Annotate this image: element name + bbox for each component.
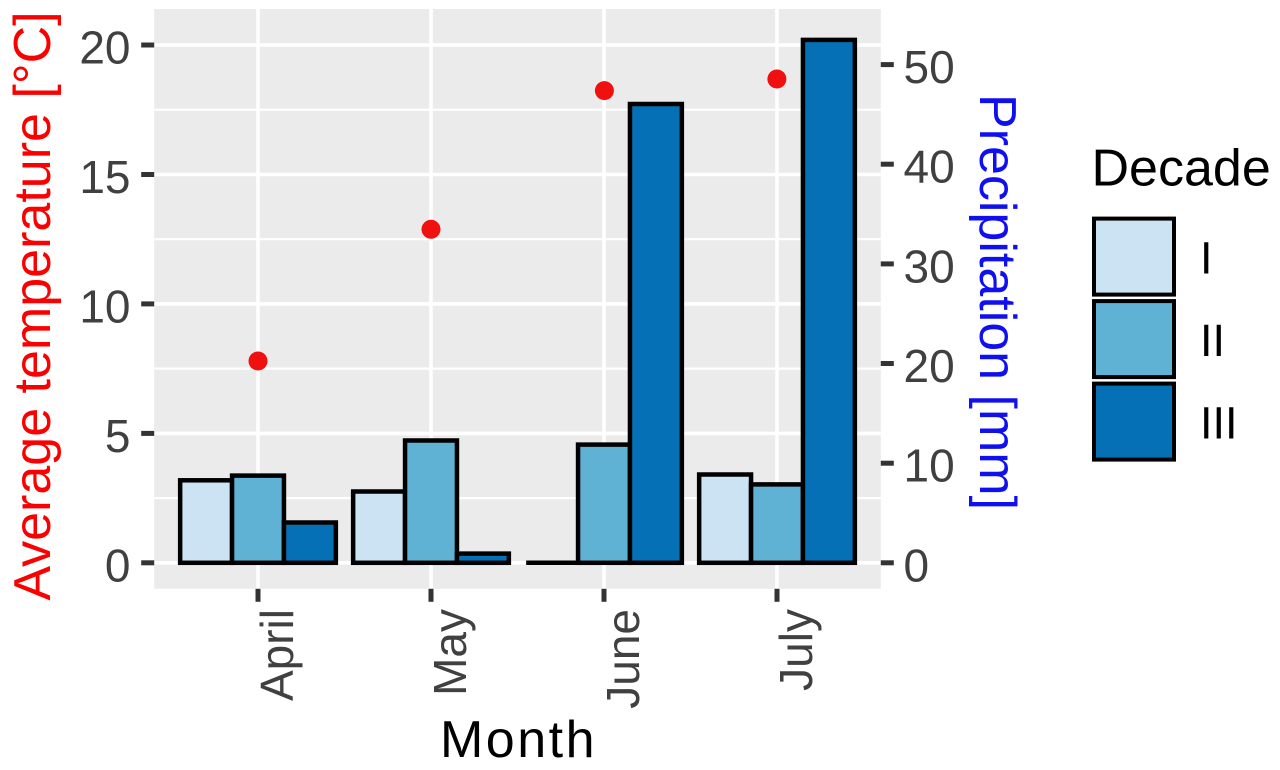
svg-text:5: 5 <box>105 410 131 462</box>
svg-text:III: III <box>1200 397 1238 448</box>
svg-text:10: 10 <box>904 440 955 492</box>
svg-text:June: June <box>597 609 649 709</box>
svg-text:50: 50 <box>904 41 955 93</box>
svg-text:Average temperature [°C]: Average temperature [°C] <box>4 11 62 600</box>
svg-text:II: II <box>1200 315 1225 366</box>
svg-text:Precipitation [mm]: Precipitation [mm] <box>968 94 1026 510</box>
svg-text:May: May <box>424 609 476 696</box>
svg-text:20: 20 <box>904 340 955 392</box>
svg-text:0: 0 <box>105 539 131 591</box>
svg-text:Decade: Decade <box>1092 140 1271 198</box>
svg-text:15: 15 <box>79 151 130 203</box>
svg-text:0: 0 <box>904 539 930 591</box>
svg-text:Month: Month <box>440 711 597 769</box>
svg-text:30: 30 <box>904 240 955 292</box>
svg-text:July: July <box>770 609 822 691</box>
svg-text:April: April <box>251 609 303 701</box>
svg-text:10: 10 <box>79 280 130 332</box>
svg-text:40: 40 <box>904 141 955 193</box>
svg-text:20: 20 <box>79 22 130 74</box>
svg-text:I: I <box>1200 232 1213 283</box>
